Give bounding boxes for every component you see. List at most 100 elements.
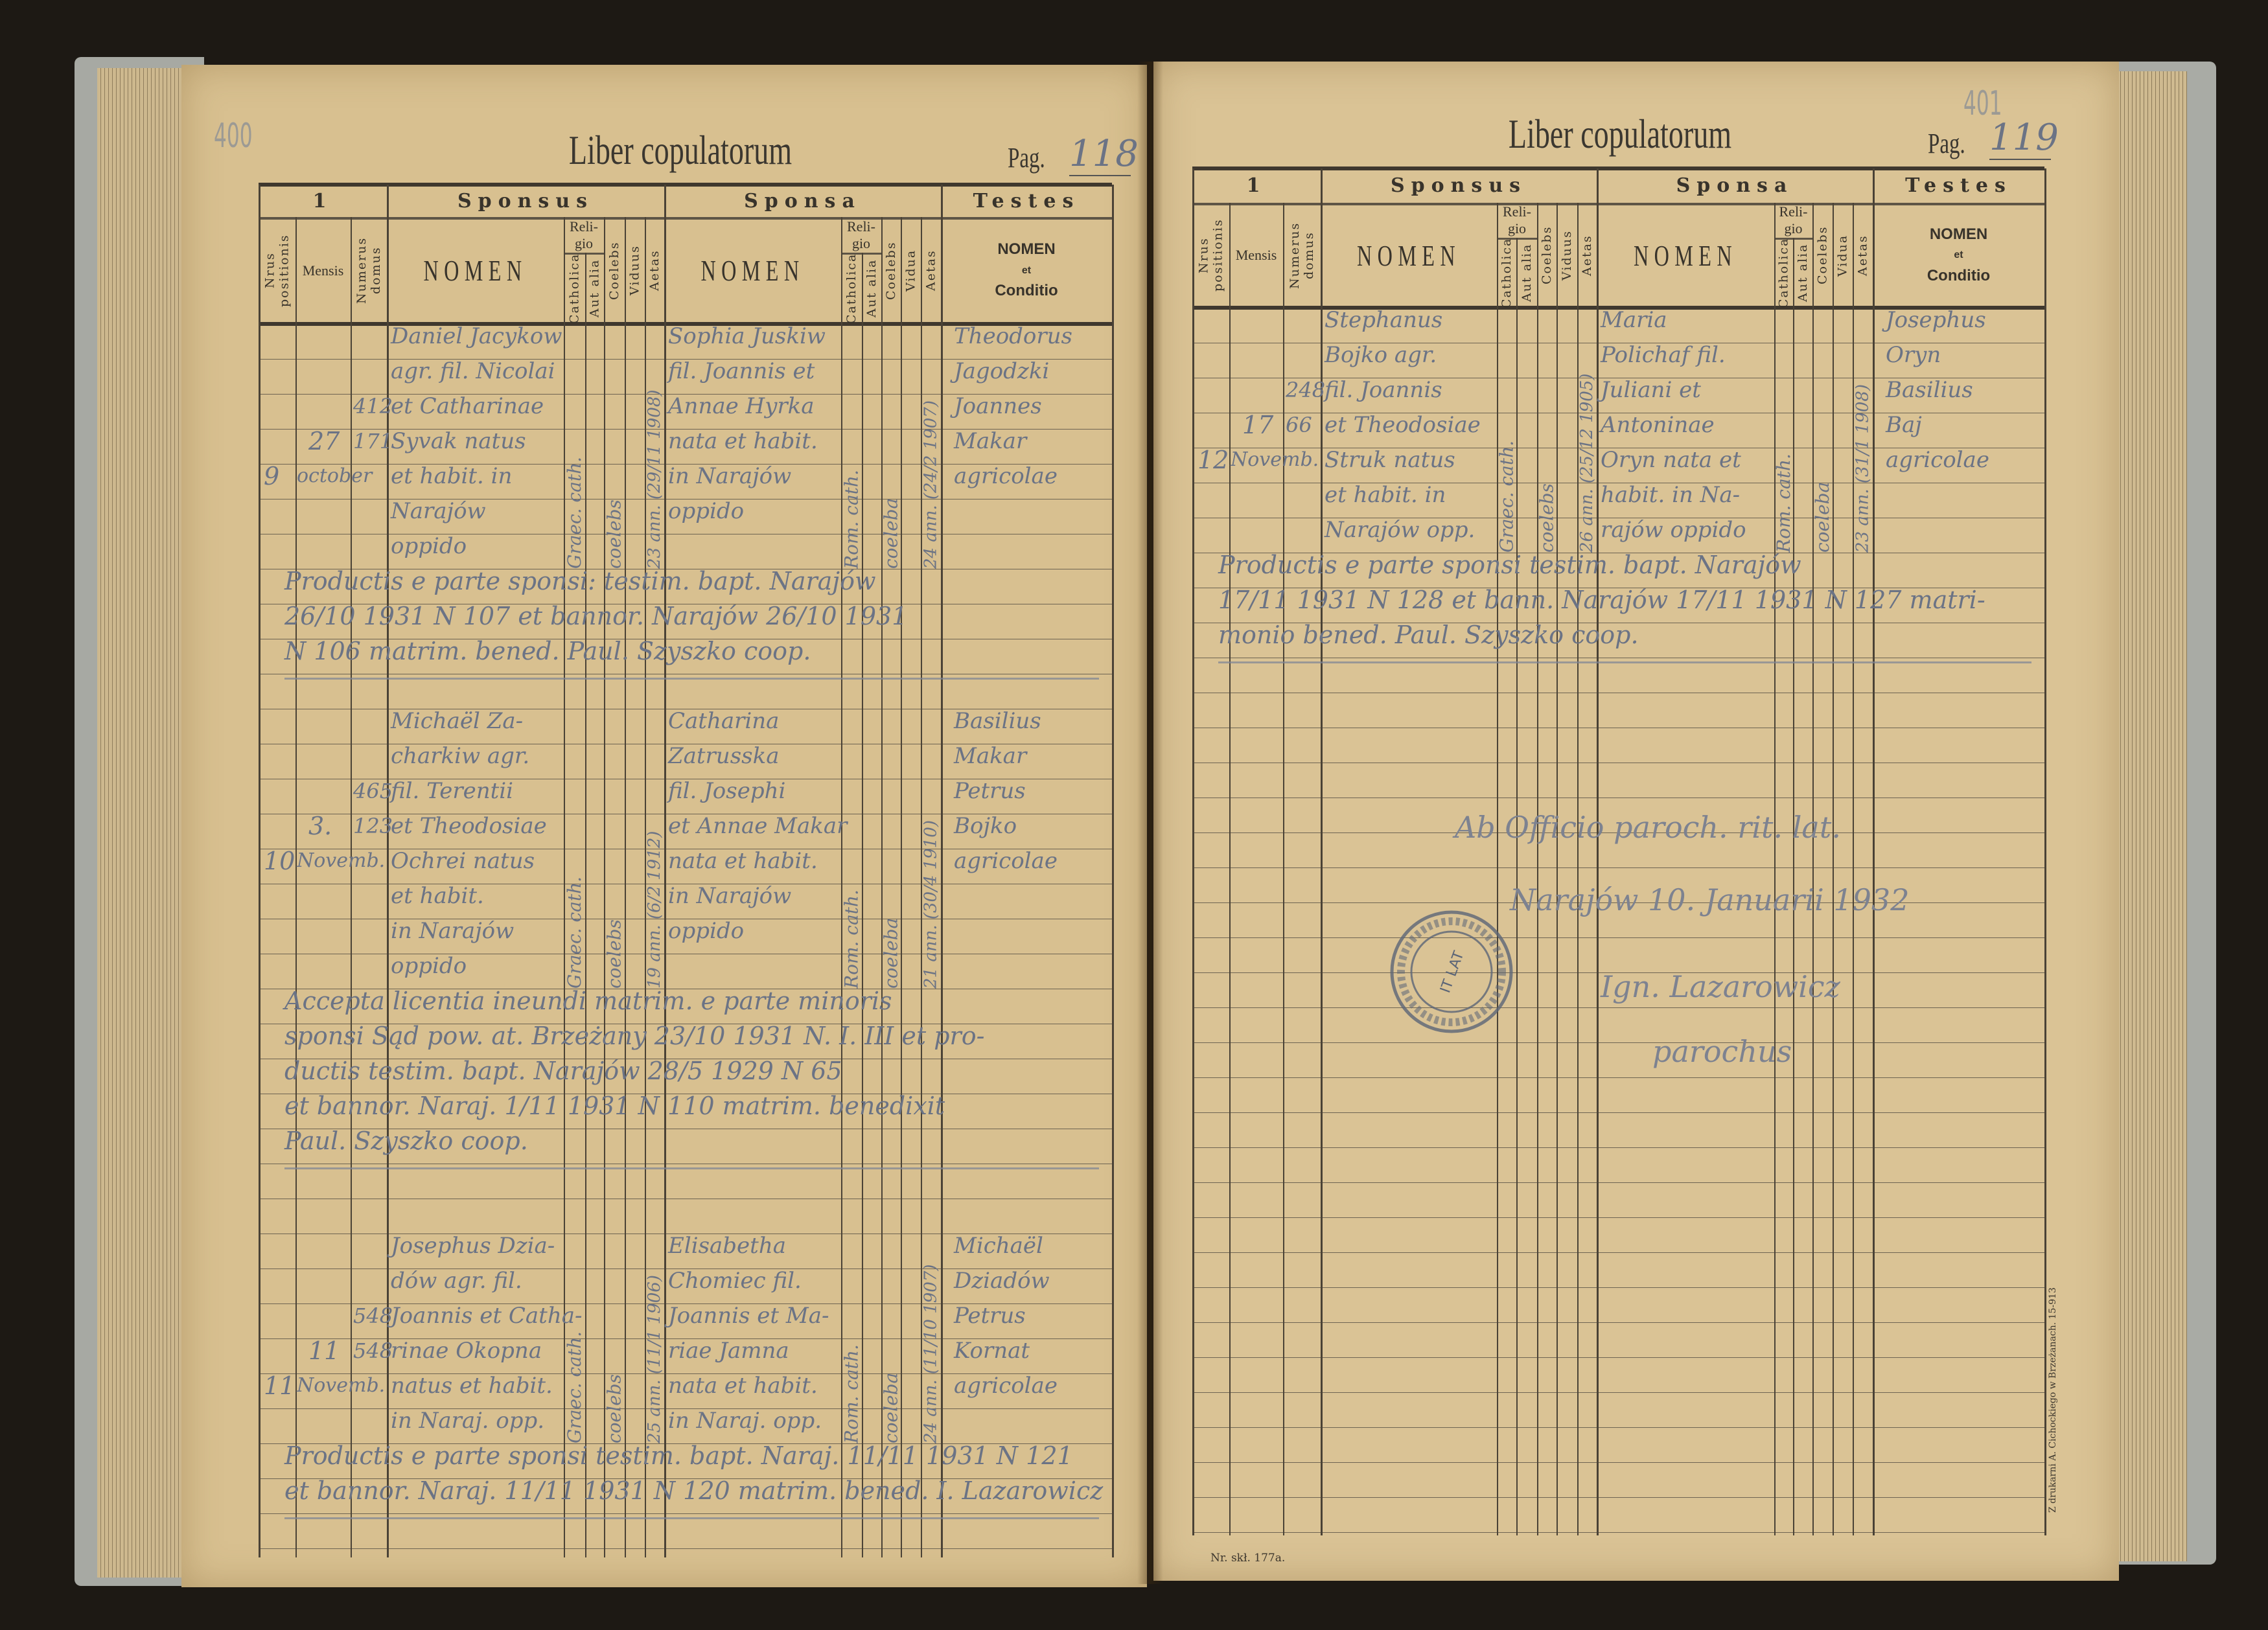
sponsa-name-line: Maria	[1601, 307, 1667, 333]
ruled-line	[259, 1478, 1112, 1479]
sponsa-name-line: Oryn nata et	[1601, 447, 1741, 473]
header-sponsa-nomen: NOMEN	[1633, 238, 1738, 272]
header-mensis: Mensis	[1235, 247, 1277, 263]
header-sponsa-nomen: NOMEN	[700, 254, 805, 287]
sponsus-name-line: Narajów	[391, 498, 486, 524]
sponsa-name-line: Zatrusska	[668, 743, 780, 769]
sponsa-name-line: in Naraj. opp.	[668, 1408, 822, 1434]
sponsus-name-line: oppido	[391, 953, 467, 979]
header-sponsa-coelebs: Coelebs	[1815, 225, 1830, 285]
entry-domus-top: 248	[1286, 378, 1326, 402]
closing-line-1: Ab Officio paroch. rit. lat.	[1455, 810, 1841, 845]
header-sponsus-viduus: Viduus	[1560, 230, 1574, 281]
entry-domus-bottom: 66	[1286, 413, 1312, 437]
sponsa-status: coeleba	[880, 498, 902, 569]
sponsus-name-line: et Theodosiae	[1325, 412, 1481, 438]
ruled-line	[1192, 1042, 2044, 1043]
header-sponsus-nomen: NOMEN	[423, 254, 527, 287]
sponsa-aetas: 21 ann. (30/4 1910)	[921, 820, 941, 989]
entry-domus-top: 412	[353, 394, 393, 419]
entry-number: 11	[264, 1372, 295, 1400]
sponsa-status: coeleba	[880, 917, 902, 989]
sponsa-name-line: rajów oppido	[1601, 517, 1746, 543]
entry-remark-line: monio bened. Paul. Szyszko coop.	[1218, 621, 1639, 649]
ruled-line	[1192, 1252, 2044, 1253]
sponsa-name-line: Catharina	[668, 708, 780, 734]
testes-line: Petrus	[954, 778, 1026, 804]
column-rule	[2044, 168, 2046, 1535]
page-title: Liber copulatorum	[1508, 111, 1732, 157]
entry-day: 3.	[308, 812, 332, 840]
ruled-line	[259, 1443, 1112, 1444]
table-top-rule	[1192, 166, 2044, 170]
sponsa-name-line: Antoninae	[1601, 412, 1715, 438]
printer-imprint: Z drukarni A. Cichockiego w Brzeżanach. …	[2048, 1287, 2058, 1513]
sponsa-name-line: habit. in Na-	[1601, 482, 1741, 508]
page-edges-left	[97, 68, 194, 1578]
sponsus-status: coelebs	[603, 1374, 625, 1443]
column-rule	[625, 217, 626, 1557]
testes-line: Michaël	[954, 1233, 1043, 1259]
header-sponsa-catholica: Catholica	[844, 253, 859, 324]
header-sponsa-religio: Reli-gio	[1779, 203, 1808, 236]
sponsus-name-line: Syvak natus	[391, 428, 526, 454]
column-rule	[1112, 185, 1114, 1557]
header-sponsa-aut-alia: Aut alia	[1796, 243, 1810, 303]
entry-domus-bottom: 171	[353, 429, 393, 453]
ruled-line	[1192, 1427, 2044, 1428]
header-numerus-domus: Numerus domus	[354, 236, 383, 304]
pencil-folio-number: 401	[1963, 84, 2002, 123]
ruled-line	[1192, 1007, 2044, 1008]
sponsus-name-line: et Catharinae	[391, 393, 544, 419]
entry-remark-line: N 106 matrim. bened. Paul. Szyszko coop.	[284, 637, 811, 665]
ruled-line	[1192, 1357, 2044, 1358]
header-sponsa-coelebs: Coelebs	[884, 241, 898, 300]
testes-line: agricolae	[954, 1373, 1058, 1399]
column-rule	[1597, 168, 1599, 1535]
header-sponsus-religio: Reli-gio	[1503, 203, 1531, 236]
page-title: Liber copulatorum	[568, 127, 793, 173]
testes-line: Joannes	[954, 393, 1042, 419]
sponsus-name-line: Daniel Jacykow	[391, 323, 562, 349]
header-testes-nomen-conditio: NOMEN et Conditio	[1873, 203, 2044, 308]
entry-remark-line: Productis e parte sponsi: testim. bapt. …	[284, 567, 876, 595]
sponsus-name-line: et habit. in	[1325, 482, 1446, 508]
header-testes-conditio: Conditio	[995, 282, 1058, 300]
sponsus-status: coelebs	[603, 499, 625, 569]
entry-remark-line: et bannor. Naraj. 1/11 1931 N 110 matrim…	[284, 1092, 945, 1120]
closing-line-4: parochus	[1652, 1034, 1792, 1069]
header-testes-conditio: Conditio	[1927, 266, 1991, 284]
sponsa-religio: Rom. cath.	[840, 890, 862, 989]
sponsa-name-line: fil. Joannis et	[668, 358, 815, 384]
ruled-line	[1192, 832, 2044, 833]
ruled-line	[1192, 1147, 2044, 1148]
ruled-line	[1192, 1182, 2044, 1183]
sponsus-name-line: natus et habit.	[391, 1373, 553, 1399]
sponsus-aetas: 26 ann. (25/12 1905)	[1577, 373, 1597, 553]
column-rule	[941, 185, 943, 1557]
header-sponsa: Sponsa	[1676, 174, 1794, 197]
header-sponsus-aut-alia: Aut alia	[1520, 243, 1534, 303]
testes-line: agricolae	[954, 848, 1058, 874]
entry-month: Novemb.	[297, 1374, 386, 1397]
sponsus-name-line: oppido	[391, 533, 467, 559]
header-sponsus-aut-alia: Aut alia	[587, 258, 602, 318]
sponsus-religio: Graec. cath.	[1496, 440, 1518, 553]
entry-day: 27	[308, 427, 340, 455]
sponsa-religio: Rom. cath.	[840, 470, 862, 569]
column-rule	[1321, 168, 1323, 1535]
ruled-line	[259, 1373, 1112, 1374]
header-sponsus-aetas: Aetas	[1580, 235, 1594, 276]
table-top-rule	[259, 183, 1112, 187]
ruled-line	[1192, 1287, 2044, 1288]
header-sponsa-vidua: Vidua	[903, 249, 918, 292]
column-rule	[921, 217, 922, 1557]
entry-number: 9	[264, 462, 280, 490]
header-sponsus: Sponsus	[457, 189, 594, 212]
ruled-line	[259, 464, 1112, 465]
sponsa-name-line: Joannis et Ma-	[668, 1303, 829, 1329]
testes-line: Kornat	[954, 1338, 1030, 1364]
sponsa-name-line: nata et habit.	[668, 428, 818, 454]
sponsa-name-line: Chomiec fil.	[668, 1268, 802, 1294]
column-rule	[387, 185, 389, 1557]
